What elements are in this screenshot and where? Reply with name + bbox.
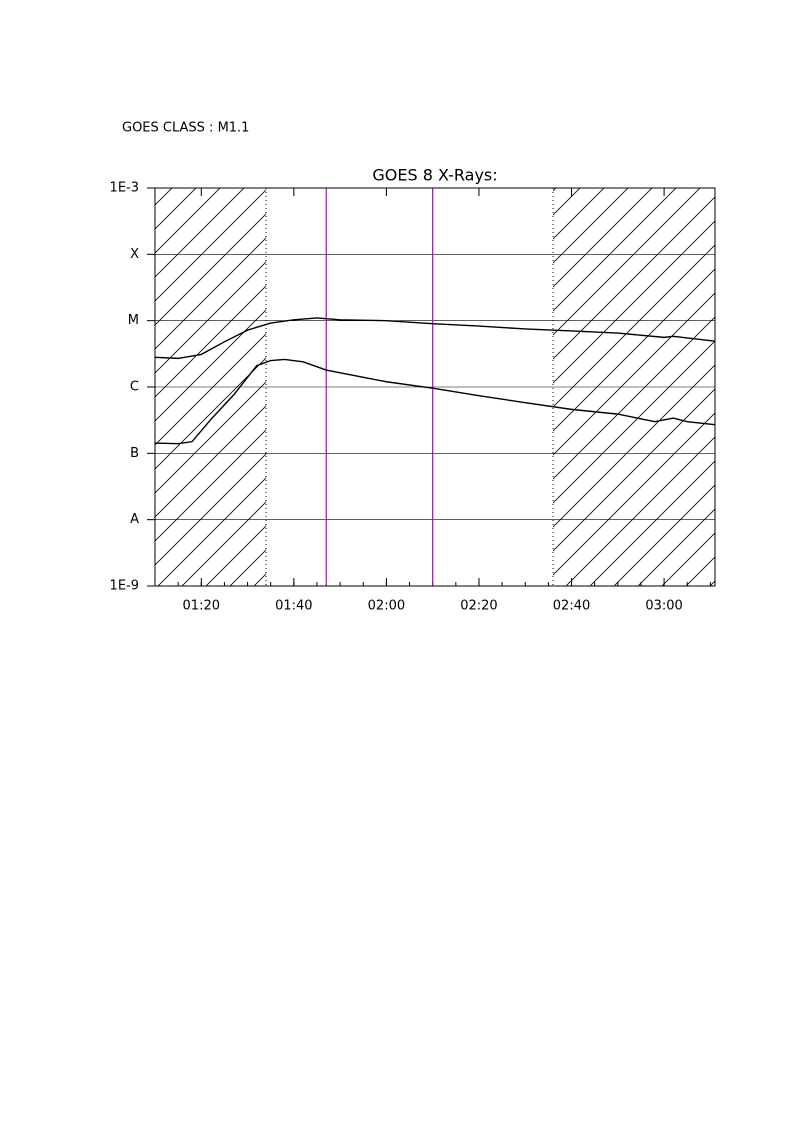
y-tick-label: X — [130, 247, 139, 262]
plot-frame — [154, 187, 716, 587]
y-tick-label: C — [130, 380, 139, 395]
x-tick-label: 01:20 — [183, 599, 220, 614]
flux-line — [154, 358, 716, 445]
y-tick-label: 1E-9 — [110, 579, 139, 594]
y-tick-label: 1E-3 — [110, 181, 139, 196]
flux-line — [154, 317, 716, 360]
x-tick-label: 02:20 — [460, 599, 497, 614]
x-tick-label: 03:00 — [645, 599, 682, 614]
x-tick-label: 01:40 — [275, 599, 312, 614]
goes-class: GOES CLASS : M1.1 — [122, 121, 249, 136]
x-tick-label: 02:00 — [368, 599, 405, 614]
y-tick-label: M — [128, 313, 139, 328]
chart-title: GOES 8 X-Rays: — [372, 166, 497, 185]
y-tick-label: B — [130, 446, 139, 461]
y-tick-label: A — [130, 512, 139, 527]
x-tick-label: 02:40 — [553, 599, 590, 614]
